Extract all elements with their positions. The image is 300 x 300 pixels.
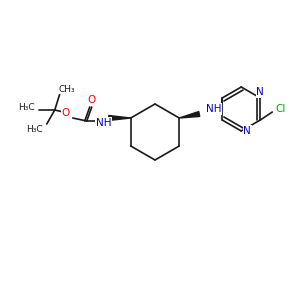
Text: O: O [88, 95, 96, 105]
Text: NH: NH [96, 118, 112, 128]
Polygon shape [179, 112, 200, 118]
Text: NH: NH [206, 104, 222, 114]
Text: N: N [256, 87, 264, 97]
Text: Cl: Cl [275, 104, 286, 114]
Text: CH₃: CH₃ [58, 85, 75, 94]
Text: H₃C: H₃C [18, 103, 35, 112]
Polygon shape [109, 116, 131, 121]
Text: H₃C: H₃C [26, 124, 43, 134]
Text: N: N [243, 126, 251, 136]
Text: O: O [61, 108, 70, 118]
